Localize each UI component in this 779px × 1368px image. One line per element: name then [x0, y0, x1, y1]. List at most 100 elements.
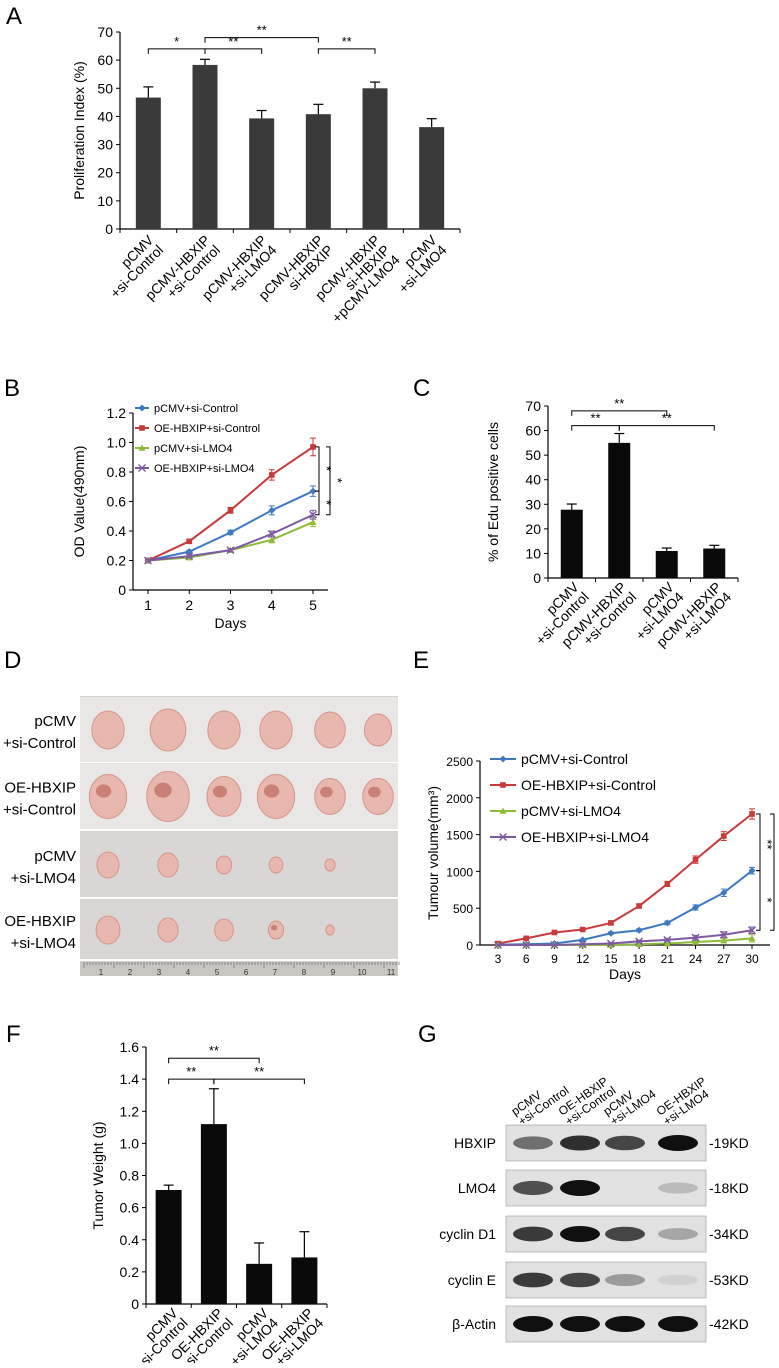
marker-triangle	[635, 940, 643, 948]
legend-label: pCMV+si-Control	[154, 403, 238, 415]
y-tick-label: 70	[97, 24, 113, 40]
panel-letter-g: G	[418, 1021, 437, 1048]
legend-label: OE-HBXIP+si-LMO4	[521, 829, 649, 845]
y-tick-label: 1.0	[120, 1135, 140, 1151]
y-tick-label: 1.2	[107, 405, 127, 421]
bar	[419, 127, 445, 229]
lane-label: pCMV+si-Control	[509, 1074, 572, 1129]
ruler-number: 6	[244, 968, 249, 977]
marker-x	[663, 935, 672, 944]
row-label: pCMV +si-LMO4	[11, 848, 76, 887]
y-tick-label: 70	[525, 398, 541, 414]
protein-band	[513, 1136, 553, 1150]
y-tick-label: 0.2	[107, 553, 127, 569]
bar	[200, 1124, 227, 1304]
legend-label: OE-HBXIP+si-Control	[154, 423, 260, 435]
y-tick-label: 1000	[446, 865, 473, 879]
significance-bracket	[213, 1078, 305, 1085]
ruler-number: 11	[387, 968, 396, 977]
bar	[246, 1263, 273, 1304]
bar	[305, 114, 331, 229]
tumor	[215, 855, 233, 875]
protein-band	[658, 1135, 698, 1151]
ruler-number: 5	[215, 968, 220, 977]
tumor	[206, 776, 242, 817]
marker-x	[494, 941, 502, 949]
significance-bracket	[204, 48, 263, 54]
x-tick-label: 24	[689, 952, 703, 966]
marker-diamond	[268, 506, 276, 514]
y-tick-label: 1.4	[120, 1071, 140, 1087]
y-tick-label: 1.2	[120, 1103, 140, 1119]
significance-label: *	[174, 34, 179, 49]
significance-bracket	[168, 1078, 215, 1085]
protein-label: β-Actin	[452, 1316, 496, 1332]
marker-diamond	[692, 903, 700, 911]
y-tick-label: 0	[118, 582, 126, 598]
marker-square	[664, 881, 671, 887]
significance-label: **	[662, 411, 672, 426]
panel-letter-a: A	[6, 3, 22, 30]
y-tick-label: 50	[525, 447, 541, 463]
protein-band	[513, 1180, 553, 1196]
marker-x	[578, 940, 587, 949]
panel-e-tumour-volume-line-chart: 0 500 1000 1500 2000 2500 3 6 9 12 15 18 21 24 27 30 Day…	[425, 751, 779, 982]
significance-label: **	[254, 1064, 264, 1079]
y-tick-label: 20	[525, 521, 541, 537]
ruler-number: 3	[157, 968, 162, 977]
significance-label: **	[342, 34, 352, 49]
y-tick-label: 0	[533, 570, 541, 586]
molecular-weight-label: -18KD	[709, 1180, 749, 1196]
panel-b-od-line-chart: 0 0.2 0.4 0.6 0.8 1.0 1.2 1 2 3 4 5 Days OD Value(490…	[71, 403, 345, 631]
tumor-hemorrhage	[271, 925, 278, 931]
marker-triangle	[138, 444, 146, 451]
marker-x	[138, 464, 146, 472]
protein-band	[513, 1226, 553, 1242]
marker-x	[226, 546, 235, 555]
y-axis-label: OD Value(490nm)	[71, 446, 87, 558]
x-tick-label: 9	[551, 952, 558, 966]
tumor	[362, 778, 394, 815]
ruler-number: 1	[99, 968, 104, 977]
x-tick-label: 21	[661, 952, 675, 966]
x-axis-label: Days	[609, 966, 641, 982]
y-tick-label: 0.6	[107, 494, 127, 510]
tumor-hemorrhage	[213, 785, 227, 798]
tumor-hemorrhage	[263, 784, 280, 798]
marker-diamond	[309, 487, 317, 495]
marker-triangle	[268, 536, 276, 543]
significance-bracket	[326, 446, 331, 516]
significance-bracket	[147, 48, 206, 54]
y-tick-label: 0.8	[107, 464, 127, 480]
marker-triangle	[499, 807, 507, 814]
protein-band	[658, 1316, 698, 1332]
marker-diamond	[499, 755, 507, 763]
y-tick-label: 1500	[446, 829, 473, 843]
significance-label: **	[614, 396, 624, 411]
marker-triangle	[748, 934, 756, 942]
significance-label: *	[319, 466, 334, 471]
marker-square	[310, 444, 316, 450]
row-label-line: +si-LMO4	[11, 935, 76, 952]
row-label-line: OE-HBXIP	[4, 913, 76, 930]
y-tick-label: 40	[525, 472, 541, 488]
significance-label: *	[330, 478, 345, 483]
marker-square	[139, 425, 145, 431]
marker-diamond	[748, 867, 756, 875]
y-tick-label: 2000	[446, 792, 473, 806]
protein-band	[658, 1182, 698, 1194]
y-tick-label: 30	[97, 137, 113, 153]
marker-square	[720, 833, 727, 839]
bar	[560, 509, 583, 578]
bar	[155, 1189, 182, 1304]
marker-diamond	[227, 528, 234, 536]
x-tick-label: 2	[185, 597, 193, 613]
tumor	[268, 856, 284, 874]
marker-square	[186, 538, 193, 545]
panel-letter-f: F	[6, 1021, 21, 1048]
marker-square	[551, 929, 558, 936]
protein-label: HBXIP	[454, 1135, 496, 1151]
protein-band	[560, 1135, 600, 1151]
y-axis-label: Tumour volume(mm³)	[425, 786, 441, 920]
ruler-number: 4	[186, 968, 191, 977]
